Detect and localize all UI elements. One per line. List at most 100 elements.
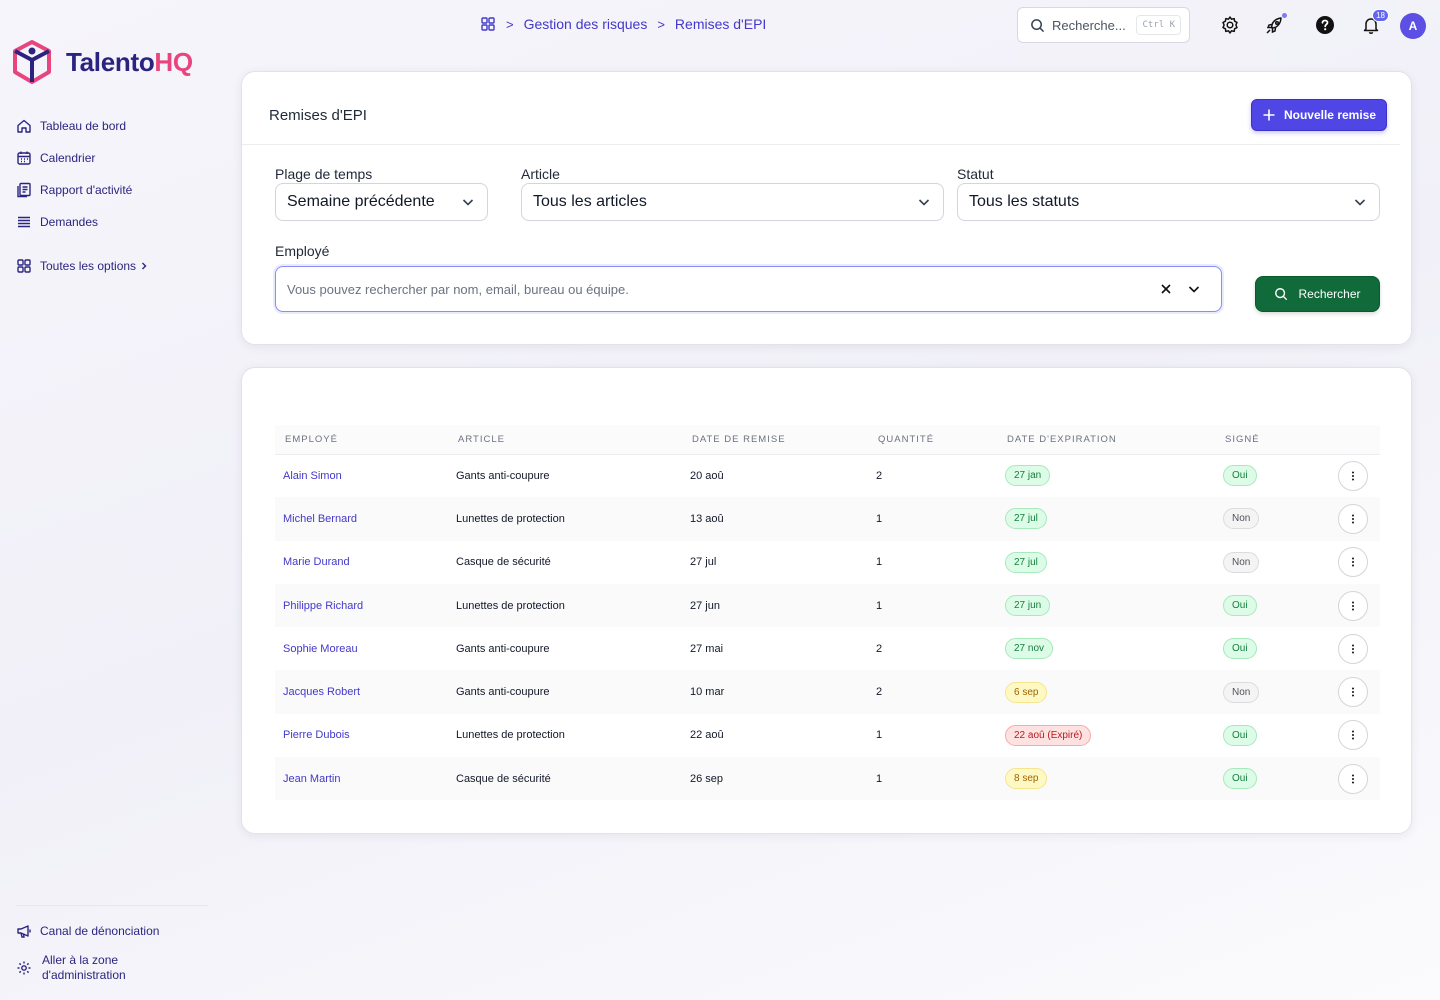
quantity-cell: 2 (876, 686, 883, 699)
employee-name-link[interactable]: Marie Durand (283, 556, 350, 569)
search-button-label: Rechercher (1298, 287, 1361, 301)
employee-name-link[interactable]: Sophie Moreau (283, 642, 358, 655)
row-actions-button[interactable] (1338, 460, 1368, 491)
sidebar-item-label: Demandes (40, 215, 99, 229)
actions-cell (1330, 670, 1380, 713)
notifications-button[interactable]: 18 (1359, 9, 1389, 37)
column-header-employee[interactable]: EMPLOYÉ (285, 433, 338, 445)
table-row[interactable]: Alain Simon Gants anti-coupure 20 aoû 2 27 j… (275, 454, 1380, 497)
expiry-badge: 22 aoû (Expiré) (1005, 724, 1092, 746)
breadcrumb-separator: > (657, 16, 665, 32)
panel-header: Remises d'EPI Nouvelle remise (242, 72, 1400, 145)
filter-panel: Remises d'EPI Nouvelle remise Plage de t… (241, 71, 1412, 345)
help-button[interactable] (1313, 13, 1337, 37)
table-row[interactable]: Marie Durand Casque de sécurité 27 jul 1 27 … (275, 541, 1380, 584)
column-header-article[interactable]: ARTICLE (458, 433, 505, 445)
article-cell: Gants anti-coupure (456, 469, 550, 482)
page-title: Remises d'EPI (269, 107, 367, 124)
employee-name-link[interactable]: Jacques Robert (283, 686, 361, 699)
table-row[interactable]: Jacques Robert Gants anti-coupure 10 mar 2 6… (275, 670, 1380, 714)
rocket-button[interactable] (1263, 13, 1287, 37)
expiry-cell: 8 sep (997, 757, 1215, 800)
grid-icon (17, 259, 31, 273)
row-actions-button[interactable] (1338, 720, 1368, 751)
table-row[interactable]: Sophie Moreau Gants anti-coupure 27 mai 2 27… (275, 627, 1380, 670)
expiry-cell: 27 jan (997, 454, 1215, 497)
expiry-badge: 8 sep (1005, 768, 1048, 790)
logo[interactable]: TalentoHQ (12, 40, 193, 84)
article-select[interactable]: Tous les articles (521, 183, 944, 221)
brand-name: TalentoHQ (66, 46, 193, 77)
employee-name-link[interactable]: Pierre Dubois (283, 729, 350, 742)
actions-cell (1330, 541, 1380, 584)
row-actions-button[interactable] (1338, 677, 1368, 708)
employee-name-link[interactable]: Jean Martin (283, 772, 341, 785)
grid-icon[interactable] (480, 16, 496, 32)
row-actions-button[interactable] (1338, 763, 1368, 794)
employee-name-link[interactable]: Michel Bernard (283, 512, 357, 525)
signed-cell: Oui (1215, 454, 1330, 497)
signed-badge: Oui (1223, 768, 1257, 790)
logo-cube-icon (13, 40, 51, 84)
sidebar-bottom: Canal de dénonciation Aller à la zone d'a… (16, 905, 208, 990)
breadcrumb-item-risk-management[interactable]: Gestion des risques (523, 16, 648, 32)
sidebar-item-admin-zone[interactable]: Aller à la zone d'administration (16, 946, 208, 990)
time-range-select[interactable]: Semaine précédente (275, 183, 488, 221)
employee-search-placeholder: Vous pouvez rechercher par nom, email, b… (287, 281, 629, 297)
handover-date-cell: 22 aoû (690, 729, 724, 742)
expiry-cell: 27 jul (997, 541, 1215, 584)
signed-cell: Oui (1215, 627, 1330, 670)
sidebar-item-requests[interactable]: Demandes (16, 206, 157, 238)
employee-search-input[interactable]: Vous pouvez rechercher par nom, email, b… (275, 266, 1222, 312)
handover-date-cell: 10 mar (690, 686, 725, 699)
actions-cell (1330, 584, 1380, 627)
employee-name-link[interactable]: Alain Simon (283, 469, 342, 482)
column-header-quantity[interactable]: QUANTITÉ (878, 433, 935, 445)
employee-name-link[interactable]: Philippe Richard (283, 599, 364, 612)
actions-cell (1330, 757, 1380, 800)
search-icon (1275, 288, 1288, 301)
table-row[interactable]: Michel Bernard Lunettes de protection 13 a… (275, 497, 1380, 541)
time-range-value: Semaine précédente (287, 193, 435, 210)
settings-button[interactable] (1218, 13, 1242, 37)
sidebar-item-activity-report[interactable]: Rapport d'activité (16, 174, 157, 206)
megaphone-icon (17, 925, 31, 938)
table-header-row: EMPLOYÉ ARTICLE DATE DE REMISE QUANTITÉ … (275, 425, 1380, 454)
rocket-dot (1282, 13, 1287, 18)
handovers-table: EMPLOYÉ ARTICLE DATE DE REMISE QUANTITÉ … (275, 425, 1380, 801)
search-button[interactable]: Rechercher (1255, 276, 1380, 312)
row-actions-button[interactable] (1338, 503, 1368, 534)
status-value: Tous les statuts (969, 193, 1080, 210)
table-body: Alain Simon Gants anti-coupure 20 aoû 2 27 j… (275, 454, 1380, 801)
table-row[interactable]: Philippe Richard Lunettes de protection 27… (275, 583, 1380, 628)
handover-date-cell: 27 mai (690, 642, 724, 655)
row-actions-button[interactable] (1338, 547, 1368, 578)
chevron-down-icon[interactable] (1187, 282, 1201, 296)
table-row[interactable]: Pierre Dubois Lunettes de protection 22 ao… (275, 714, 1380, 757)
article-cell: Casque de sécurité (456, 772, 551, 785)
sidebar-item-label: Aller à la zone d'administration (42, 953, 126, 982)
breadcrumb-item-ppe-handovers[interactable]: Remises d'EPI (674, 16, 767, 32)
more-vertical-icon (1352, 687, 1354, 697)
expiry-cell: 27 nov (997, 627, 1215, 670)
article-value: Tous les articles (533, 193, 647, 210)
column-header-actions (1330, 425, 1380, 454)
global-search[interactable]: Recherche... Ctrl K (1017, 7, 1190, 43)
row-actions-button[interactable] (1338, 590, 1368, 621)
close-icon[interactable] (1159, 282, 1173, 296)
status-select[interactable]: Tous les statuts (957, 183, 1380, 221)
row-actions-button[interactable] (1338, 633, 1368, 664)
sidebar-item-whistleblowing[interactable]: Canal de dénonciation (16, 916, 208, 946)
column-header-expiry[interactable]: DATE D'EXPIRATION (1007, 433, 1117, 445)
sidebar-item-calendar[interactable]: Calendrier (16, 142, 157, 174)
chevron-right-icon (142, 262, 147, 270)
column-header-date[interactable]: DATE DE REMISE (692, 433, 786, 445)
column-header-signed[interactable]: SIGNÉ (1225, 433, 1260, 445)
quantity-cell: 2 (876, 642, 883, 655)
avatar[interactable]: A (1400, 13, 1426, 39)
sidebar-item-dashboard[interactable]: Tableau de bord (16, 110, 157, 142)
sidebar-item-all-options[interactable]: Toutes les options (16, 250, 157, 282)
home-icon (17, 119, 31, 133)
table-row[interactable]: Jean Martin Casque de sécurité 26 sep 1 8 se… (275, 757, 1380, 801)
new-handover-button[interactable]: Nouvelle remise (1251, 99, 1387, 131)
